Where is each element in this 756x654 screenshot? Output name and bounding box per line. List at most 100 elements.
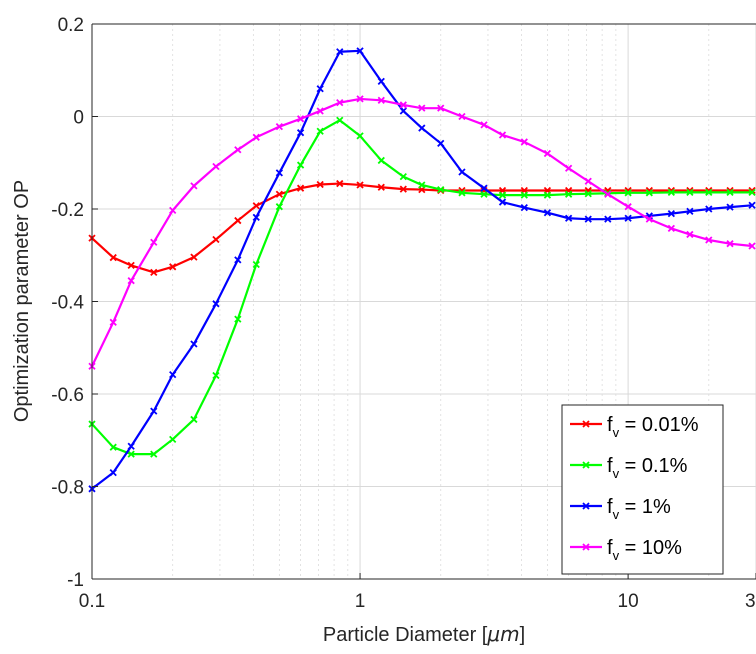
point-marker-stroke (543, 149, 552, 158)
point-marker-stroke (705, 236, 713, 244)
data-point (458, 112, 466, 121)
point-marker-stroke (377, 77, 385, 85)
point-marker-stroke (377, 183, 385, 191)
point-marker-stroke (624, 214, 632, 222)
data-point (645, 189, 653, 197)
legend-entry: fv = 0.1% (570, 455, 688, 481)
data-point (252, 133, 260, 141)
point-marker-stroke (565, 214, 573, 222)
data-point (296, 184, 305, 192)
data-point (316, 107, 324, 115)
x-tick-label: 1 (355, 591, 366, 612)
point-marker-stroke (645, 189, 653, 197)
point-marker-stroke (748, 201, 756, 209)
point-marker-stroke (705, 205, 713, 213)
data-point (109, 443, 117, 451)
point-marker-stroke (726, 240, 734, 248)
x-tick-label: 0.1 (79, 591, 105, 612)
legend-entry: fv = 1% (570, 496, 671, 522)
data-point (399, 107, 407, 115)
series-1 (88, 179, 756, 276)
data-point (604, 190, 612, 198)
point-marker-stroke (686, 207, 694, 215)
point-marker-stroke (520, 191, 528, 199)
data-point (296, 161, 305, 169)
data-point (667, 188, 675, 196)
data-point (705, 205, 713, 213)
point-marker-stroke (437, 104, 445, 112)
point-marker-stroke (356, 47, 364, 55)
legend-entry: fv = 10% (570, 537, 682, 563)
data-point (480, 121, 488, 129)
data-point (377, 77, 385, 85)
data-point (748, 188, 756, 196)
data-point (458, 189, 466, 197)
data-point (212, 162, 220, 171)
data-point (169, 206, 177, 215)
data-point (418, 124, 426, 132)
series-2 (88, 116, 756, 458)
point-marker-stroke (212, 371, 220, 380)
data-point (377, 183, 385, 191)
data-point (234, 256, 242, 264)
data-point (604, 215, 612, 223)
data-point (498, 198, 507, 206)
point-marker-stroke (275, 203, 283, 211)
point-marker-stroke (437, 185, 445, 194)
data-point (565, 164, 573, 172)
point-marker-stroke (604, 215, 612, 223)
data-point (686, 188, 694, 196)
point-marker-stroke (399, 185, 407, 193)
point-marker-stroke (150, 407, 158, 415)
data-point (726, 203, 734, 211)
data-point (252, 213, 260, 221)
point-marker-stroke (458, 112, 466, 121)
legend: fv = 0.01% fv = 0.1% fv = 1% fv = 10% (561, 404, 724, 575)
data-point (705, 236, 713, 244)
series-layer (88, 47, 756, 493)
point-marker-stroke (705, 188, 713, 196)
data-point (336, 98, 344, 107)
data-point (127, 442, 135, 450)
data-point (234, 315, 242, 323)
data-point (150, 407, 158, 415)
point-marker-stroke (748, 242, 756, 250)
data-point (252, 260, 260, 269)
point-marker-stroke (356, 181, 364, 189)
point-marker-stroke (109, 318, 117, 326)
point-marker-stroke (667, 209, 675, 218)
point-marker-stroke (726, 188, 734, 196)
point-marker-stroke (212, 235, 220, 244)
data-point (458, 168, 466, 176)
data-point (437, 185, 445, 194)
data-point (726, 188, 734, 196)
point-marker-stroke (252, 260, 260, 269)
point-marker-stroke (212, 300, 220, 308)
point-marker-stroke (498, 131, 507, 139)
point-marker-stroke (458, 168, 466, 176)
point-marker-stroke (336, 116, 344, 124)
data-point (150, 238, 158, 246)
data-point (127, 277, 135, 285)
point-marker-stroke (316, 85, 324, 93)
legend-label: fv = 0.01% (607, 414, 699, 440)
point-marker-stroke (336, 48, 344, 56)
point-marker-stroke (543, 209, 552, 217)
data-point (399, 172, 407, 181)
data-point (645, 215, 653, 223)
data-point (584, 215, 592, 223)
data-point (686, 230, 694, 239)
point-marker-stroke (543, 191, 552, 199)
axes (91, 23, 756, 580)
y-tick-label: -0.6 (51, 385, 84, 406)
data-point (726, 240, 734, 248)
point-marker-stroke (520, 138, 528, 146)
point-marker-stroke (377, 156, 385, 165)
point-marker-stroke (316, 107, 324, 115)
y-tick-label: -1 (67, 570, 84, 591)
data-point (109, 468, 117, 477)
point-marker-stroke (109, 468, 117, 477)
point-marker-stroke (127, 442, 135, 450)
data-point (356, 132, 364, 140)
